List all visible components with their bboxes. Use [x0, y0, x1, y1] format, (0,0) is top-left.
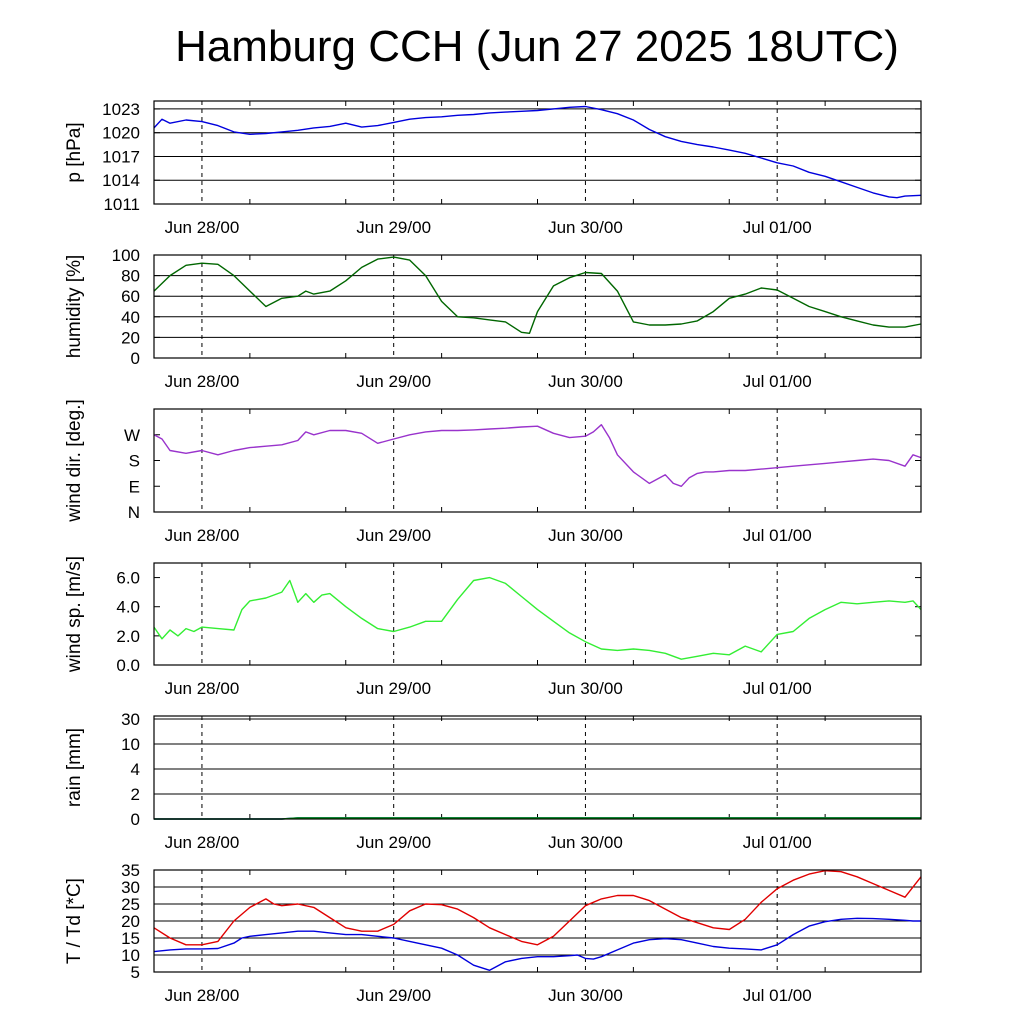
y-axis-label: humidity [%] — [64, 255, 85, 358]
y-tick-label: 1020 — [102, 124, 140, 143]
x-tick-label: Jun 29/00 — [356, 679, 431, 698]
y-tick-label: 15 — [121, 929, 140, 948]
y-tick-label: 2.0 — [116, 627, 140, 646]
panel-5: 30 10 4 2 0 rain [mm] Jun 28/00 Jun 29/00 Jun 30… — [64, 710, 922, 852]
y-tick-label: 35 — [121, 861, 140, 880]
x-tick-label: Jun 30/00 — [548, 372, 623, 391]
plot-frame — [153, 715, 922, 820]
y-tick-label: 10 — [121, 735, 140, 754]
y-tick-label: 5 — [131, 963, 140, 982]
x-tick-label: Jul 01/00 — [743, 526, 812, 545]
x-tick-label: Jun 29/00 — [356, 218, 431, 237]
y-tick-label: 30 — [121, 878, 140, 897]
plot-frame — [153, 408, 922, 513]
y-tick-label: 2 — [131, 785, 140, 804]
y-tick-label: 80 — [121, 267, 140, 286]
plot-frame — [153, 562, 922, 666]
panel-1: 1023 1020 1017 1014 1011 p [hPa] Jun 28/00 Jun … — [64, 100, 922, 237]
x-tick-label: Jul 01/00 — [743, 218, 812, 237]
y-tick-label: 20 — [121, 912, 140, 931]
y-tick-label: W — [124, 426, 140, 445]
x-tick-label: Jul 01/00 — [743, 679, 812, 698]
x-tick-label: Jul 01/00 — [743, 372, 812, 391]
x-tick-label: Jul 01/00 — [743, 833, 812, 852]
plot-frame — [153, 100, 922, 205]
y-tick-label: 20 — [121, 328, 140, 347]
y-tick-label: 4 — [131, 760, 140, 779]
y-tick-label: 30 — [121, 710, 140, 729]
y-axis-label: wind dir. [deg.] — [64, 399, 85, 523]
y-tick-label: 1023 — [102, 100, 140, 119]
x-tick-label: Jun 28/00 — [165, 372, 240, 391]
series-line-1 — [153, 105, 922, 199]
x-tick-label: Jun 28/00 — [165, 526, 240, 545]
x-tick-label: Jun 30/00 — [548, 526, 623, 545]
y-tick-label: 4.0 — [116, 598, 140, 617]
y-tick-label: 60 — [121, 287, 140, 306]
x-tick-label: Jul 01/00 — [743, 986, 812, 1005]
y-tick-label: 25 — [121, 895, 140, 914]
x-tick-label: Jun 29/00 — [356, 833, 431, 852]
y-tick-label: 40 — [121, 308, 140, 327]
y-tick-label: S — [129, 452, 140, 471]
x-tick-label: Jun 28/00 — [165, 218, 240, 237]
plot-frame — [153, 254, 922, 359]
x-tick-label: Jun 28/00 — [165, 986, 240, 1005]
y-tick-label: 1017 — [102, 147, 140, 166]
series-line-1 — [153, 576, 922, 660]
y-tick-label: 0 — [131, 810, 140, 829]
y-axis-label: T / Td [*C] — [64, 878, 85, 964]
plot-frame — [153, 869, 922, 973]
series-line-1 — [153, 424, 922, 487]
x-tick-label: Jun 28/00 — [165, 679, 240, 698]
x-tick-label: Jun 29/00 — [356, 372, 431, 391]
y-axis-label: p [hPa] — [64, 122, 85, 182]
y-axis-label: wind sp. [m/s] — [64, 556, 85, 673]
x-tick-label: Jun 29/00 — [356, 986, 431, 1005]
y-axis-label: rain [mm] — [64, 728, 85, 807]
x-tick-label: Jun 28/00 — [165, 833, 240, 852]
y-tick-label: 0 — [131, 349, 140, 368]
x-tick-label: Jun 29/00 — [356, 526, 431, 545]
y-tick-label: 10 — [121, 946, 140, 965]
x-tick-label: Jun 30/00 — [548, 218, 623, 237]
series-line-2 — [153, 917, 921, 971]
series-line-1 — [153, 870, 922, 946]
y-tick-label: 100 — [112, 246, 140, 265]
y-tick-label: 0.0 — [116, 656, 140, 675]
y-tick-label: 6.0 — [116, 569, 140, 588]
series-line-1 — [153, 256, 922, 334]
y-tick-label: 1011 — [103, 195, 140, 214]
x-tick-label: Jun 30/00 — [548, 833, 623, 852]
x-tick-label: Jun 30/00 — [548, 679, 623, 698]
x-tick-label: Jun 30/00 — [548, 986, 623, 1005]
y-tick-label: N — [128, 503, 140, 522]
y-tick-label: E — [129, 477, 140, 496]
chart-title: Hamburg CCH (Jun 27 2025 18UTC) — [175, 22, 899, 71]
panel-4: 6.0 4.0 2.0 0.0 wind sp. [m/s] Jun 28/00 Jun 2… — [64, 556, 922, 698]
y-tick-label: 1014 — [102, 171, 140, 190]
